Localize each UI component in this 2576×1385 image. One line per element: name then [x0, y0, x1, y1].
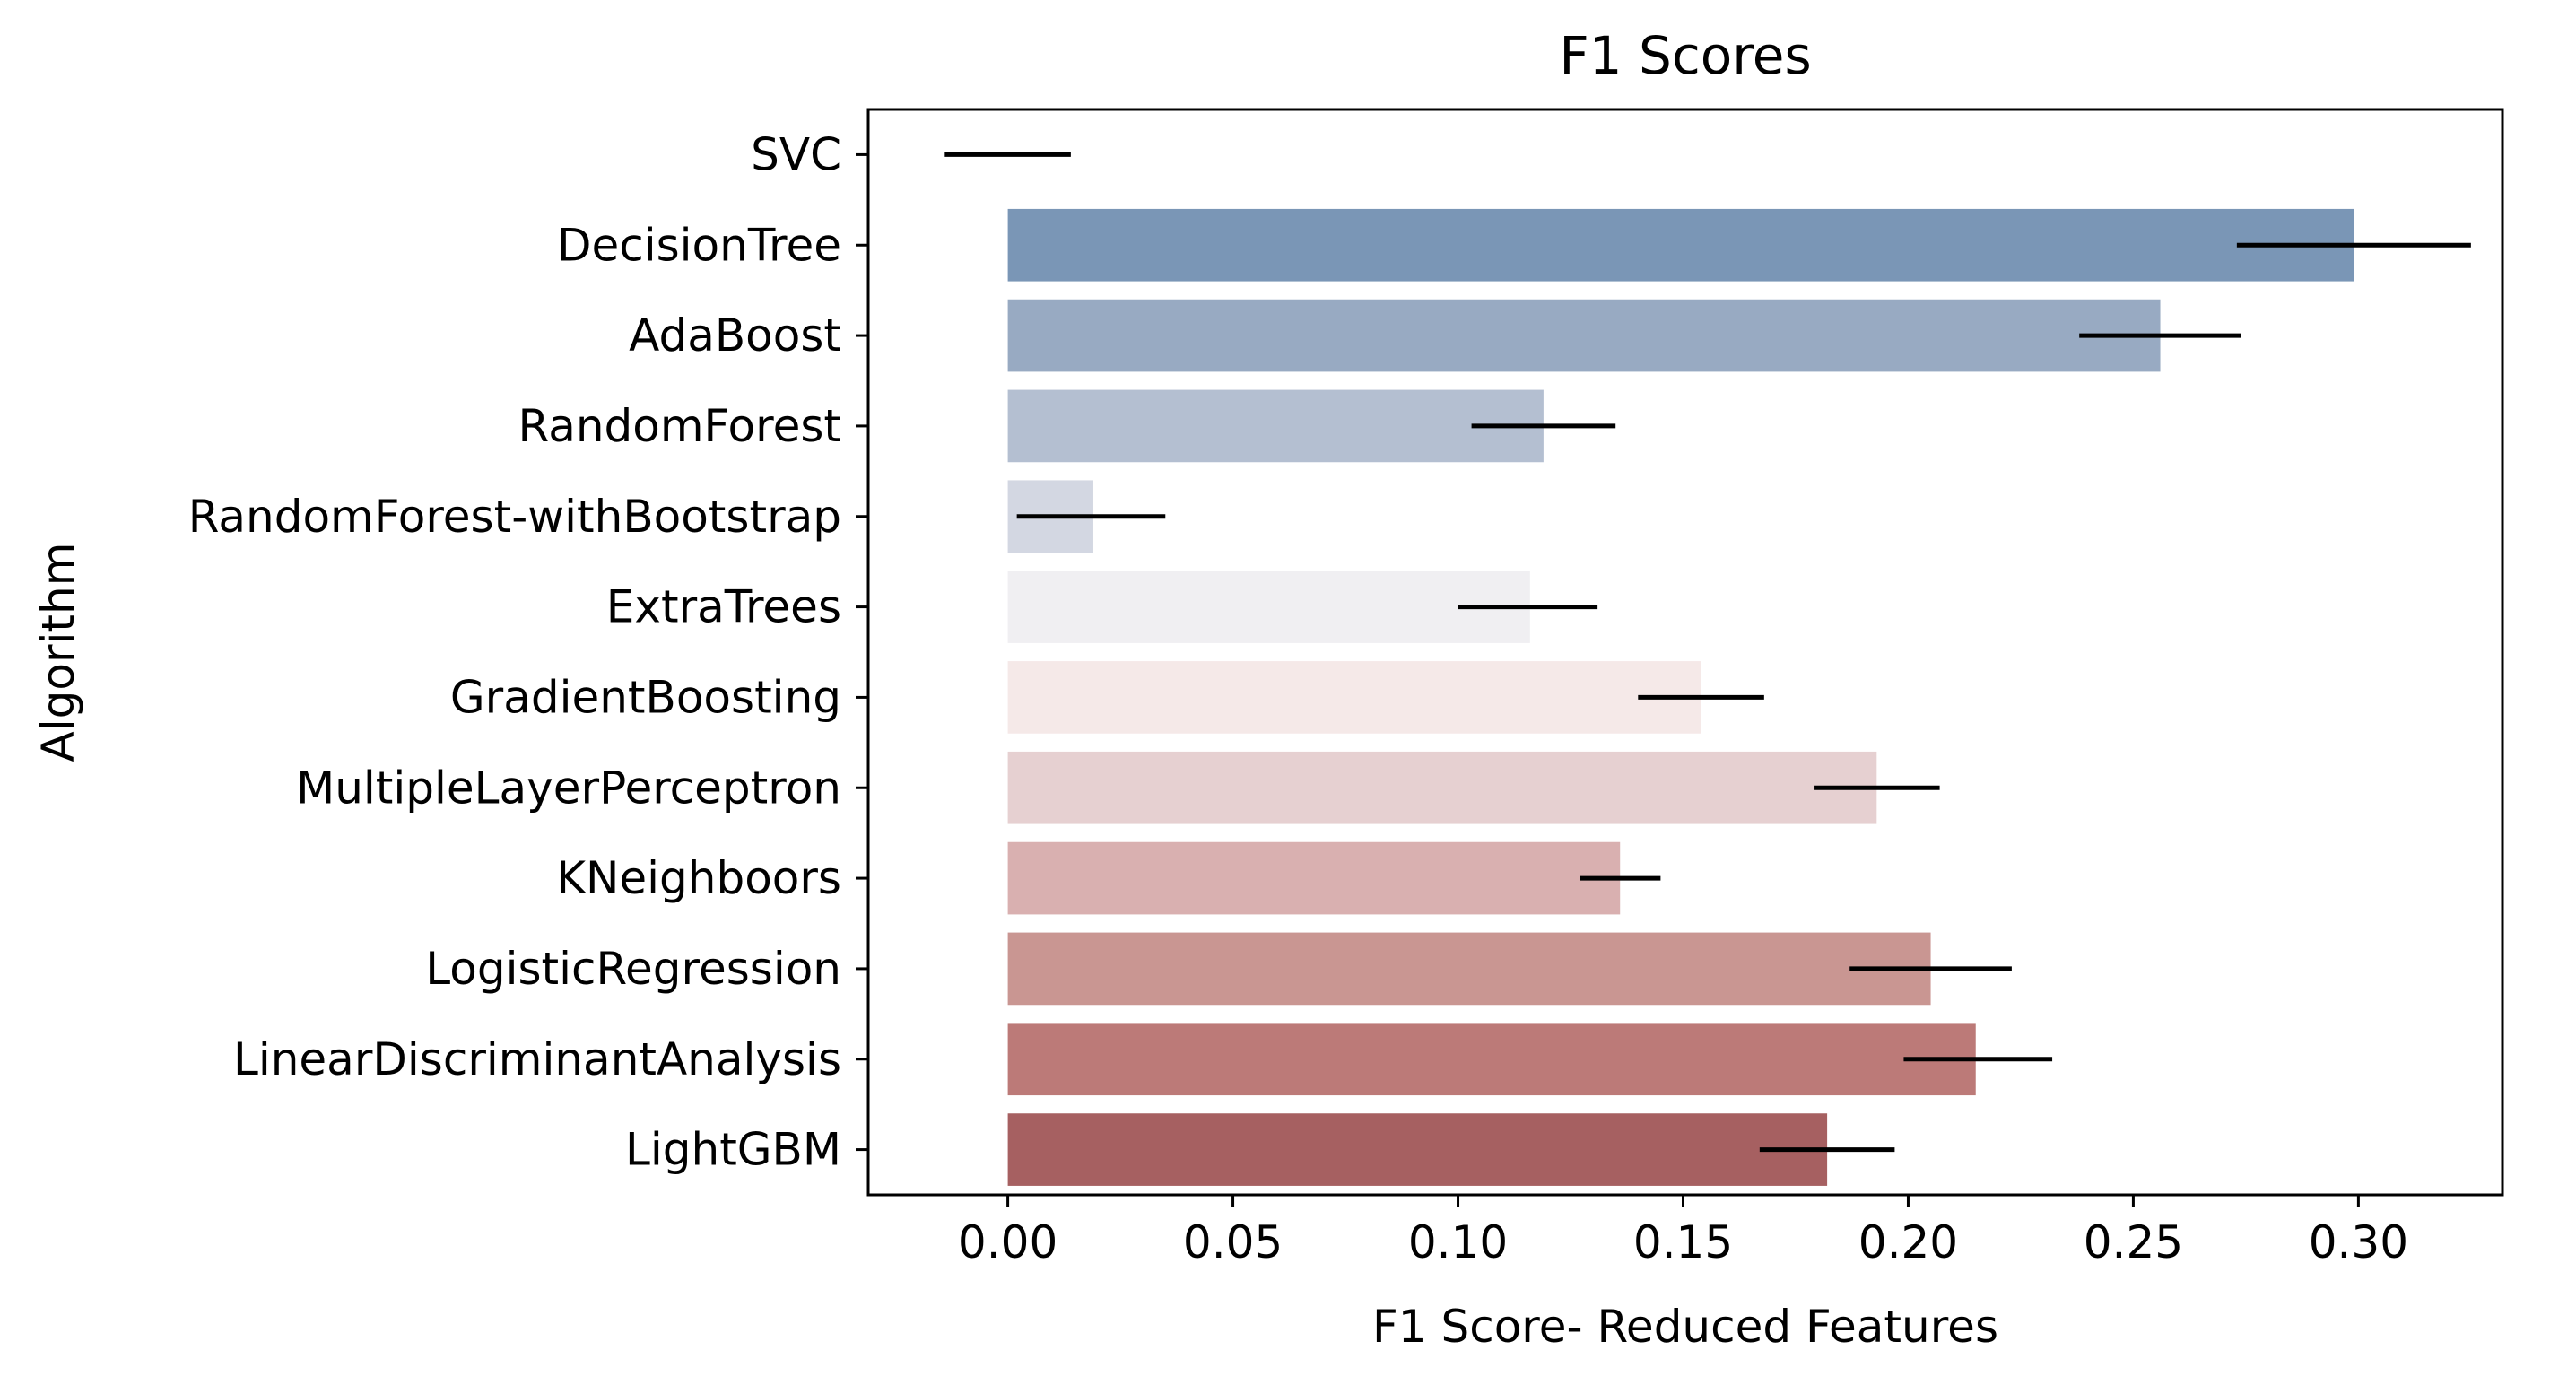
bar: [1007, 299, 2161, 372]
bar: [1007, 389, 1544, 463]
bar: [1007, 932, 1931, 1006]
y-axis-label: Algorithm: [32, 543, 84, 762]
x-tick-label: 0.30: [2309, 1216, 2408, 1268]
y-tick-label: LightGBM: [625, 1124, 841, 1176]
y-tick-label: SVC: [751, 128, 841, 180]
y-axis: SVC DecisionTree AdaBoost RandomForest Rando…: [188, 128, 868, 1176]
x-tick-label: 0.00: [958, 1216, 1057, 1268]
error-bars-layer: [944, 152, 2471, 1153]
y-tick-label: DecisionTree: [557, 219, 841, 271]
x-tick-label: 0.15: [1633, 1216, 1733, 1268]
bars-layer: [1007, 208, 2354, 1186]
bar: [1007, 1023, 1976, 1096]
y-tick-label: GradientBoosting: [450, 671, 841, 723]
x-axis: 0.00 0.05 0.10 0.15 0.20 0.25 0.30: [958, 1195, 2408, 1268]
bar: [1007, 1113, 1828, 1186]
chart-title: F1 Scores: [1559, 25, 1811, 86]
bar: [1007, 208, 2354, 282]
y-tick-label: LogisticRegression: [425, 943, 841, 995]
y-tick-label: RandomForest-withBootstrap: [188, 491, 841, 543]
x-tick-label: 0.20: [1858, 1216, 1958, 1268]
y-tick-label: RandomForest: [518, 400, 841, 452]
y-tick-label: KNeighboors: [556, 852, 841, 904]
bar: [1007, 751, 1877, 824]
bar: [1007, 661, 1701, 734]
x-axis-label: F1 Score- Reduced Features: [1372, 1301, 1998, 1353]
bar: [1007, 571, 1530, 643]
y-tick-label: MultipleLayerPerceptron: [296, 762, 841, 814]
x-tick-label: 0.10: [1408, 1216, 1508, 1268]
y-tick-label: ExtraTrees: [606, 581, 841, 633]
x-tick-label: 0.25: [2084, 1216, 2183, 1268]
bar: [1007, 841, 1621, 915]
x-tick-label: 0.05: [1183, 1216, 1283, 1268]
y-tick-label: LinearDiscriminantAnalysis: [233, 1033, 841, 1085]
y-tick-label: AdaBoost: [629, 309, 841, 361]
plot-frame: [866, 108, 2504, 1197]
